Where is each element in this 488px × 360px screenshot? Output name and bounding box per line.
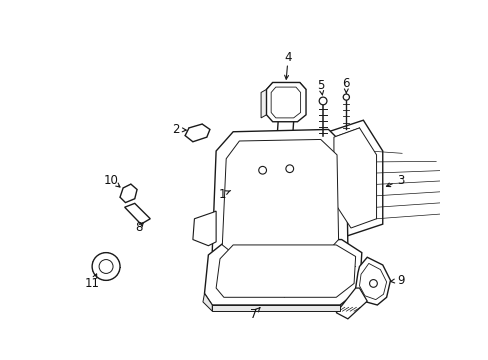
Polygon shape [222,139,338,257]
Text: 9: 9 [396,274,404,287]
Polygon shape [204,239,361,305]
Polygon shape [212,130,347,266]
Text: 10: 10 [104,174,119,187]
Text: 4: 4 [284,50,291,64]
Polygon shape [216,245,355,297]
Circle shape [369,280,377,287]
Text: 6: 6 [342,77,349,90]
Polygon shape [261,89,266,118]
Polygon shape [336,288,366,319]
Text: 7: 7 [249,308,257,321]
Polygon shape [270,87,300,118]
Text: 2: 2 [172,123,179,136]
Text: 3: 3 [396,174,404,187]
Polygon shape [266,82,305,89]
Polygon shape [355,257,390,305]
Polygon shape [328,120,382,236]
Polygon shape [185,124,209,142]
Text: 5: 5 [316,79,324,92]
Circle shape [285,165,293,172]
Text: 1: 1 [218,188,225,201]
Text: 11: 11 [84,277,100,290]
Circle shape [258,166,266,174]
Circle shape [99,260,113,274]
Circle shape [343,94,349,100]
Polygon shape [266,82,305,122]
Polygon shape [192,211,216,246]
Circle shape [92,253,120,280]
Polygon shape [203,293,212,311]
Polygon shape [212,305,340,311]
Polygon shape [333,128,376,228]
Circle shape [319,97,326,105]
Text: 8: 8 [135,221,142,234]
Polygon shape [124,203,150,224]
Polygon shape [120,184,137,203]
Polygon shape [359,264,386,300]
